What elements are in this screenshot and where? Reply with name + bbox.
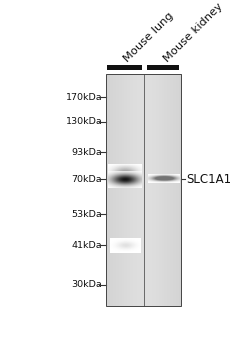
- Bar: [107, 65, 142, 70]
- Text: Mouse lung: Mouse lung: [122, 10, 176, 64]
- Text: 53kDa: 53kDa: [71, 210, 102, 219]
- Text: 93kDa: 93kDa: [71, 148, 102, 157]
- Bar: [147, 65, 179, 70]
- Text: 30kDa: 30kDa: [71, 280, 102, 289]
- Text: 41kDa: 41kDa: [72, 241, 102, 250]
- Text: SLC1A1: SLC1A1: [187, 173, 232, 186]
- Text: 70kDa: 70kDa: [72, 175, 102, 184]
- Text: 170kDa: 170kDa: [66, 93, 102, 102]
- Text: 130kDa: 130kDa: [65, 117, 102, 126]
- Text: Mouse kidney: Mouse kidney: [162, 1, 225, 64]
- Bar: [106, 74, 181, 306]
